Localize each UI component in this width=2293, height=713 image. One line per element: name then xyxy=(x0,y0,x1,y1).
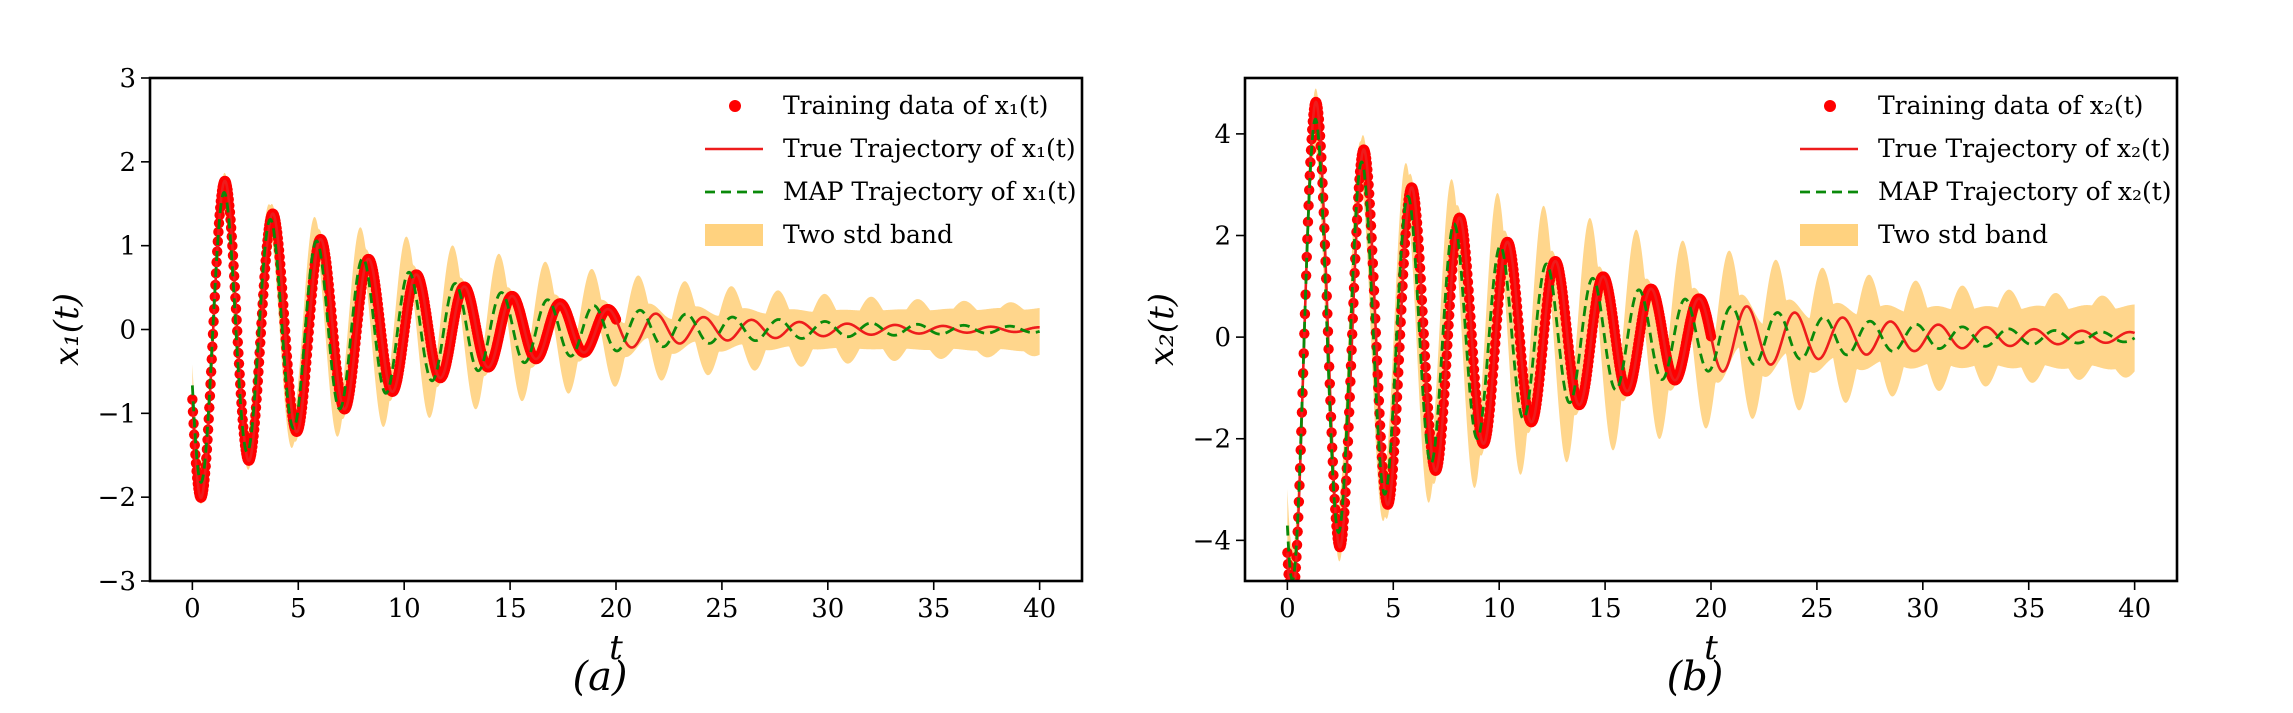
y-axis-label: x₂(t) xyxy=(1142,293,1182,366)
legend-label: True Trajectory of x₂(t) xyxy=(1878,134,2171,163)
y-tick-label: 1 xyxy=(119,232,136,262)
map-trajectory-line xyxy=(1285,117,2136,581)
y-axis-label: x₁(t) xyxy=(47,293,87,366)
x-tick-label: 40 xyxy=(1023,594,1056,624)
y-tick-label: −2 xyxy=(1193,425,1231,455)
legend-marker-icon xyxy=(729,100,741,112)
legend-label: Two std band xyxy=(1878,220,2048,249)
panel-caption: (b) xyxy=(1667,654,1724,700)
y-tick-label: −1 xyxy=(98,399,136,429)
legend-label: MAP Trajectory of x₁(t) xyxy=(783,177,1077,206)
y-tick-label: 2 xyxy=(119,148,136,178)
y-tick-label: −3 xyxy=(98,567,136,597)
x-tick-label: 30 xyxy=(1906,594,1939,624)
x-tick-label: 15 xyxy=(1589,594,1622,624)
legend-label: Training data of x₁(t) xyxy=(783,91,1048,120)
x-tick-label: 10 xyxy=(1483,594,1516,624)
legend: Training data of x₂(t) True Trajectory of… xyxy=(1800,91,2172,249)
x-tick-label: 20 xyxy=(599,594,632,624)
legend-label: True Trajectory of x₁(t) xyxy=(783,134,1076,163)
map-trajectory-line xyxy=(190,190,1041,484)
x-tick-label: 25 xyxy=(705,594,738,624)
x-tick-label: 40 xyxy=(2118,594,2151,624)
x-tick-label: 0 xyxy=(184,594,201,624)
x-tick-label: 30 xyxy=(811,594,844,624)
y-tick-label: −4 xyxy=(1193,526,1231,556)
two-std-band xyxy=(1287,88,2135,581)
x-tick-label: 5 xyxy=(1385,594,1402,624)
x-tick-label: 10 xyxy=(388,594,421,624)
x-tick-label: 0 xyxy=(1279,594,1296,624)
panel-b: 0 5 10 15 20 25 30 35 40 −4 −2 0 2 4 t x₂(t) (b) Training… xyxy=(1142,76,2179,700)
x-tick-label: 35 xyxy=(2012,594,2045,624)
true-trajectory-line xyxy=(191,179,1040,500)
legend-label: Training data of x₂(t) xyxy=(1878,91,2143,120)
x-axis-label: t xyxy=(1704,628,1718,668)
legend-marker-icon xyxy=(1824,100,1836,112)
legend-label: Two std band xyxy=(783,220,953,249)
legend: Training data of x₁(t) True Trajectory of… xyxy=(705,91,1077,249)
y-tick-label: 4 xyxy=(1214,120,1231,150)
legend-band-icon xyxy=(1800,224,1858,246)
x-tick-label: 35 xyxy=(917,594,950,624)
y-tick-label: 3 xyxy=(119,64,136,94)
two-std-band xyxy=(192,172,1040,505)
x-tick-label: 25 xyxy=(1800,594,1833,624)
y-tick-label: 0 xyxy=(119,316,136,346)
x-axis-label: t xyxy=(609,628,623,668)
panel-caption: (a) xyxy=(572,654,627,700)
x-tick-label: 20 xyxy=(1694,594,1727,624)
training-point xyxy=(187,394,198,405)
panel-a: 0 5 10 15 20 25 30 35 40 −3 −2 −1 0 1 2 3 t x₁(t) (a) Train… xyxy=(47,64,1084,700)
legend-label: MAP Trajectory of x₂(t) xyxy=(1878,177,2172,206)
y-tick-label: −2 xyxy=(98,483,136,513)
y-tick-label: 0 xyxy=(1214,323,1231,353)
y-tick-label: 2 xyxy=(1214,222,1231,252)
x-tick-label: 5 xyxy=(290,594,307,624)
x-tick-label: 15 xyxy=(494,594,527,624)
true-trajectory-line xyxy=(1286,100,2136,581)
legend-band-icon xyxy=(705,224,763,246)
